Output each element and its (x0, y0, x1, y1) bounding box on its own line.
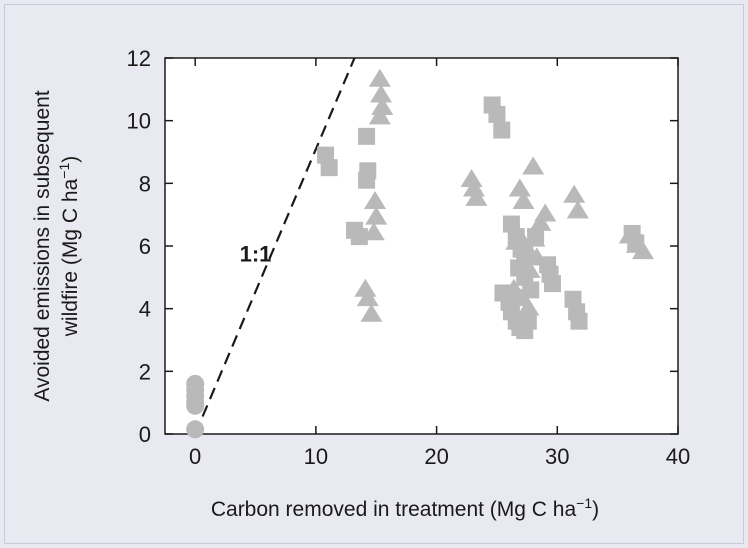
y-tick-label: 4 (139, 297, 151, 322)
triangle-point (354, 278, 377, 297)
x-axis-label-close: ) (592, 498, 599, 521)
square-point (358, 171, 376, 189)
circle-point (186, 420, 205, 439)
x-tick-label: 40 (666, 444, 690, 469)
triangle-point (523, 228, 546, 247)
x-tick-label: 0 (189, 444, 201, 469)
one-to-one-line (194, 57, 356, 435)
y-axis-label-close: ) (59, 156, 82, 163)
triangle-point (465, 187, 488, 206)
y-tick-label: 0 (139, 422, 151, 447)
one-to-one-label: 1:1 (240, 242, 272, 267)
triangle-point (365, 206, 388, 225)
square-point (519, 312, 537, 330)
square-point (358, 127, 376, 145)
triangle-point (563, 184, 586, 203)
y-axis-label: Avoided emissions in subsequent wildfire… (31, 90, 82, 401)
square-point (320, 159, 338, 177)
figure-panel: 0 10 20 30 40 0 2 4 6 8 10 12 1:1 Carbon removed in… (4, 4, 744, 544)
circle-point (186, 396, 205, 415)
y-axis-label-line2-text: wildfire (Mg C ha (59, 178, 82, 337)
square-point (493, 121, 511, 139)
square-point (350, 228, 368, 246)
triangle-point (370, 84, 393, 103)
triangle-point (517, 297, 540, 316)
y-tick-label: 2 (139, 359, 151, 384)
triangle-point (463, 178, 486, 197)
data-points (186, 68, 654, 439)
triangle-point (631, 241, 654, 260)
triangle-point (518, 259, 541, 278)
reference-line-group: 1:1 (194, 57, 356, 435)
triangle-point (534, 203, 557, 222)
triangle-point (529, 212, 552, 231)
y-axis-label-line2: wildfire (Mg C ha−1) (56, 156, 82, 338)
triangle-point (364, 190, 387, 209)
x-axis-label: Carbon removed in treatment (Mg C ha−1) (211, 495, 599, 521)
square-point (488, 105, 506, 123)
x-axis-label-sup: −1 (576, 495, 592, 511)
triangle-point (566, 200, 589, 219)
x-tick-label: 20 (424, 444, 448, 469)
plot-area (164, 57, 679, 435)
square-point (570, 312, 588, 330)
x-tick-label: 30 (545, 444, 569, 469)
triangle-point (525, 247, 548, 266)
square-point (522, 281, 540, 299)
y-tick-label: 8 (139, 171, 151, 196)
y-tick-label: 6 (139, 234, 151, 259)
triangle-point (362, 222, 385, 241)
triangle-point (512, 190, 535, 209)
y-tick-label: 10 (127, 109, 151, 134)
triangle-point (356, 288, 379, 307)
y-axis-label-sup: −1 (56, 163, 72, 179)
axis-ticks: 0 10 20 30 40 0 2 4 6 8 10 12 (127, 46, 691, 469)
triangle-point (513, 234, 536, 253)
triangle-point (522, 156, 545, 175)
x-tick-label: 10 (304, 444, 328, 469)
triangle-point (508, 178, 531, 197)
y-tick-label: 12 (127, 46, 151, 71)
y-axis-label-line1: Avoided emissions in subsequent (31, 90, 54, 401)
triangle-point (368, 68, 391, 87)
square-point (543, 275, 561, 293)
triangle-point (360, 303, 383, 322)
triangle-point (371, 96, 394, 115)
triangle-point (368, 106, 391, 125)
x-axis-label-text: Carbon removed in treatment (Mg C ha (211, 498, 577, 521)
triangle-point (460, 169, 483, 188)
scatter-chart: 0 10 20 30 40 0 2 4 6 8 10 12 1:1 Carbon removed in… (31, 46, 691, 521)
